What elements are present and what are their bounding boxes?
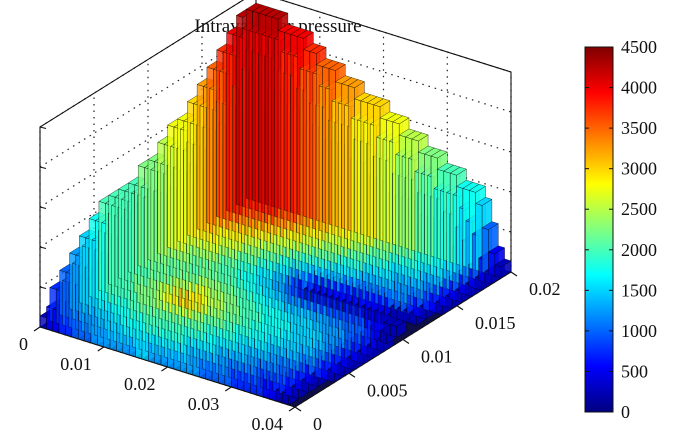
colorbar: 0 500 1000 1500 2000 2500 3000 3500 4000 4500 <box>584 37 657 422</box>
colorbar-gradient <box>584 46 614 413</box>
x-tick-mark <box>224 386 232 392</box>
x-tick-label: 0.02 <box>124 374 156 394</box>
x-tick-mark <box>33 326 41 332</box>
y-tick-label: 0.02 <box>529 279 561 299</box>
colorbar-tick-label: 2500 <box>621 199 657 219</box>
z-tick-mark <box>39 126 47 130</box>
y-tick-label: 0.01 <box>421 347 453 367</box>
colorbar-tick-label: 3500 <box>621 118 657 138</box>
colorbar-tick-label: 1000 <box>621 321 657 341</box>
colorbar-tick-label: 0 <box>621 402 630 422</box>
z-tick-mark <box>39 286 47 290</box>
x-tick-label: 0.03 <box>188 394 220 414</box>
y-tick-mark <box>294 406 302 412</box>
colorbar-tick-label: 4500 <box>621 37 657 57</box>
colorbar-tick-label: 2000 <box>621 240 657 260</box>
x-tick-label: 0 <box>19 334 28 354</box>
z-tick-mark <box>39 206 47 210</box>
z-tick-mark <box>39 166 47 170</box>
x-tick-mark <box>288 406 296 412</box>
surface-wall <box>488 251 495 277</box>
colorbar-tick-label: 500 <box>621 361 648 381</box>
y-tick-label: 0 <box>313 414 322 434</box>
x-tick-mark <box>97 346 105 352</box>
y-tick-label: 0.015 <box>475 313 516 333</box>
y-tick-label: 0.005 <box>367 380 408 400</box>
y-tick-mark <box>510 271 518 277</box>
x-tick-mark <box>161 366 168 372</box>
x-tick-label: 0.01 <box>60 354 92 374</box>
surface-plot <box>39 2 512 408</box>
surface-wall <box>494 264 502 279</box>
surface-wall <box>390 324 397 338</box>
y-tick-mark <box>348 372 356 378</box>
box-outline <box>39 0 512 327</box>
y-tick-mark <box>456 305 464 311</box>
z-tick-mark <box>39 246 47 250</box>
colorbar-tick-label: 3000 <box>621 159 657 179</box>
colorbar-tick-label: 1500 <box>621 280 657 300</box>
surface-wall <box>481 227 489 275</box>
colorbar-tick-label: 4000 <box>621 78 657 98</box>
y-tick-mark <box>402 339 410 344</box>
x-tick-label: 0.04 <box>252 414 284 434</box>
